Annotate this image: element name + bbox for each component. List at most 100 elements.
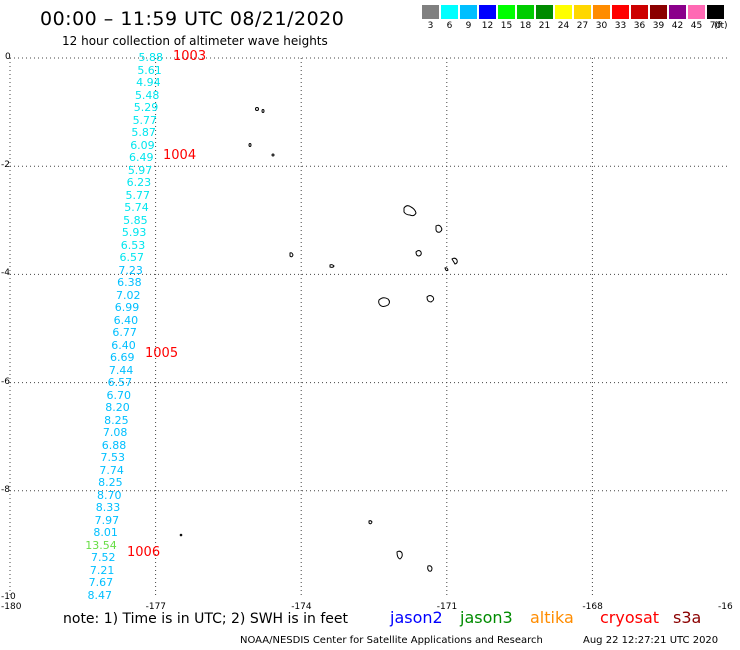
island	[435, 224, 443, 233]
wave-height-value: 5.74	[124, 201, 149, 214]
wave-height-value: 5.77	[132, 113, 158, 127]
island	[403, 205, 417, 217]
longitude-tick-label: -171	[436, 602, 458, 612]
satellite-name: s3a	[673, 608, 702, 627]
island	[444, 267, 449, 272]
wave-height-value: 6.57	[107, 376, 133, 389]
longitude-tick-label: -174	[291, 602, 312, 612]
wave-height-value: 7.97	[94, 513, 120, 527]
page-title: 00:00 – 11:59 UTC 08/21/2020	[40, 8, 345, 30]
island	[179, 533, 183, 537]
wave-height-value: 8.25	[104, 413, 129, 427]
wave-height-value: 7.44	[108, 363, 134, 377]
wave-height-value: 5.87	[131, 126, 156, 139]
islands	[179, 107, 458, 572]
satellite-name: jason2	[390, 608, 443, 627]
legend-tick-label: 24	[557, 21, 570, 31]
wave-height-value: 5.61	[137, 63, 162, 77]
wave-height-value: 6.53	[120, 238, 146, 252]
wave-height-value: 8.33	[95, 501, 121, 514]
wave-height-value: 13.54	[85, 538, 117, 552]
wave-height-value: 7.08	[102, 426, 128, 439]
legend-tick-label: 42	[671, 21, 684, 31]
legend-swatch	[498, 5, 515, 19]
island	[396, 550, 403, 560]
wave-height-value: 5.77	[125, 188, 150, 202]
legend-tick-label: 39	[652, 21, 665, 31]
wave-height-value: 6.38	[117, 276, 142, 289]
legend-tick-label: 45	[690, 21, 703, 31]
legend-swatch	[707, 5, 724, 19]
wave-height-value: 7.21	[89, 563, 115, 577]
longitude-tick-label: -168	[582, 602, 603, 612]
wave-height-value: 8.47	[87, 588, 113, 602]
island	[271, 153, 275, 157]
wave-height-value: 7.53	[100, 451, 126, 464]
island	[368, 520, 373, 525]
island	[451, 257, 458, 265]
wave-height-value: 5.97	[127, 163, 153, 177]
wave-height-value: 8.01	[93, 526, 118, 539]
legend-tick-label: 30	[595, 21, 608, 31]
legend-swatch	[479, 5, 496, 19]
legend-tick-label: 9	[465, 21, 472, 31]
longitude-tick-label: -180	[1, 602, 22, 612]
island	[426, 295, 435, 303]
legend-tick-label: 6	[446, 21, 453, 31]
legend-swatch	[669, 5, 686, 19]
wave-height-value: 6.99	[114, 301, 140, 314]
legend-tick-label: 3	[427, 21, 434, 31]
island	[378, 297, 390, 307]
satellite-name: cryosat	[600, 608, 660, 627]
wave-height-value: 6.69	[110, 351, 135, 364]
pass-number-label: 1005	[145, 346, 179, 361]
legend-tick-label: 70	[709, 21, 722, 31]
legend-tick-label: 33	[614, 21, 627, 31]
wave-height-value: 5.29	[133, 101, 159, 114]
legend-swatch	[460, 5, 477, 19]
satellite-name: jason3	[460, 608, 513, 627]
legend-tick-label: 12	[481, 21, 494, 31]
pass-number-label: 1003	[173, 49, 207, 64]
generated-timestamp: Aug 22 12:27:21 UTC 2020	[583, 635, 719, 646]
pass-number-label: 1006	[127, 545, 161, 560]
legend-swatch	[688, 5, 705, 19]
wave-height-value: 6.23	[126, 176, 152, 189]
legend-swatch	[517, 5, 534, 19]
legend-tick-label: 27	[576, 21, 589, 31]
wave-height-value: 5.93	[121, 226, 147, 239]
wave-height-value: 6.70	[106, 388, 131, 402]
island	[261, 109, 265, 113]
legend-swatch	[441, 5, 458, 19]
legend-unit: (ft)	[714, 21, 728, 31]
wave-height-value: 6.09	[130, 138, 155, 152]
satellite-name: altika	[530, 608, 574, 627]
latitude-tick-label: -8	[1, 484, 10, 495]
wave-height-value: 7.52	[91, 551, 116, 564]
wave-height-value: 6.40	[113, 313, 139, 327]
wave-height-value: 8.20	[105, 401, 130, 414]
legend-swatch	[612, 5, 629, 19]
wave-height-value: 7.67	[88, 576, 114, 589]
legend-swatch	[574, 5, 591, 19]
island	[255, 107, 259, 111]
longitude-tick-label: -16	[718, 602, 733, 612]
wave-height-value: 8.70	[96, 488, 122, 502]
legend-swatch	[631, 5, 648, 19]
island	[329, 264, 335, 268]
legend-tick-label: 21	[538, 21, 551, 31]
latitude-tick-label: -4	[1, 268, 10, 279]
units-note: note: 1) Time is in UTC; 2) SWH is in fe…	[63, 611, 349, 627]
latitude-tick-label: -6	[1, 376, 10, 387]
page-subtitle: 12 hour collection of altimeter wave hei…	[62, 34, 328, 48]
wave-height-value: 6.77	[112, 326, 137, 339]
wave-height-value: 4.94	[136, 76, 161, 89]
legend-swatch	[422, 5, 439, 19]
latitude-tick-label: 0	[5, 52, 11, 62]
wave-height-value: 5.48	[134, 88, 160, 102]
wave-height-value: 7.02	[115, 288, 141, 302]
legend-swatch	[650, 5, 667, 19]
longitude-tick-label: -177	[145, 602, 167, 612]
legend-swatch	[536, 5, 553, 19]
